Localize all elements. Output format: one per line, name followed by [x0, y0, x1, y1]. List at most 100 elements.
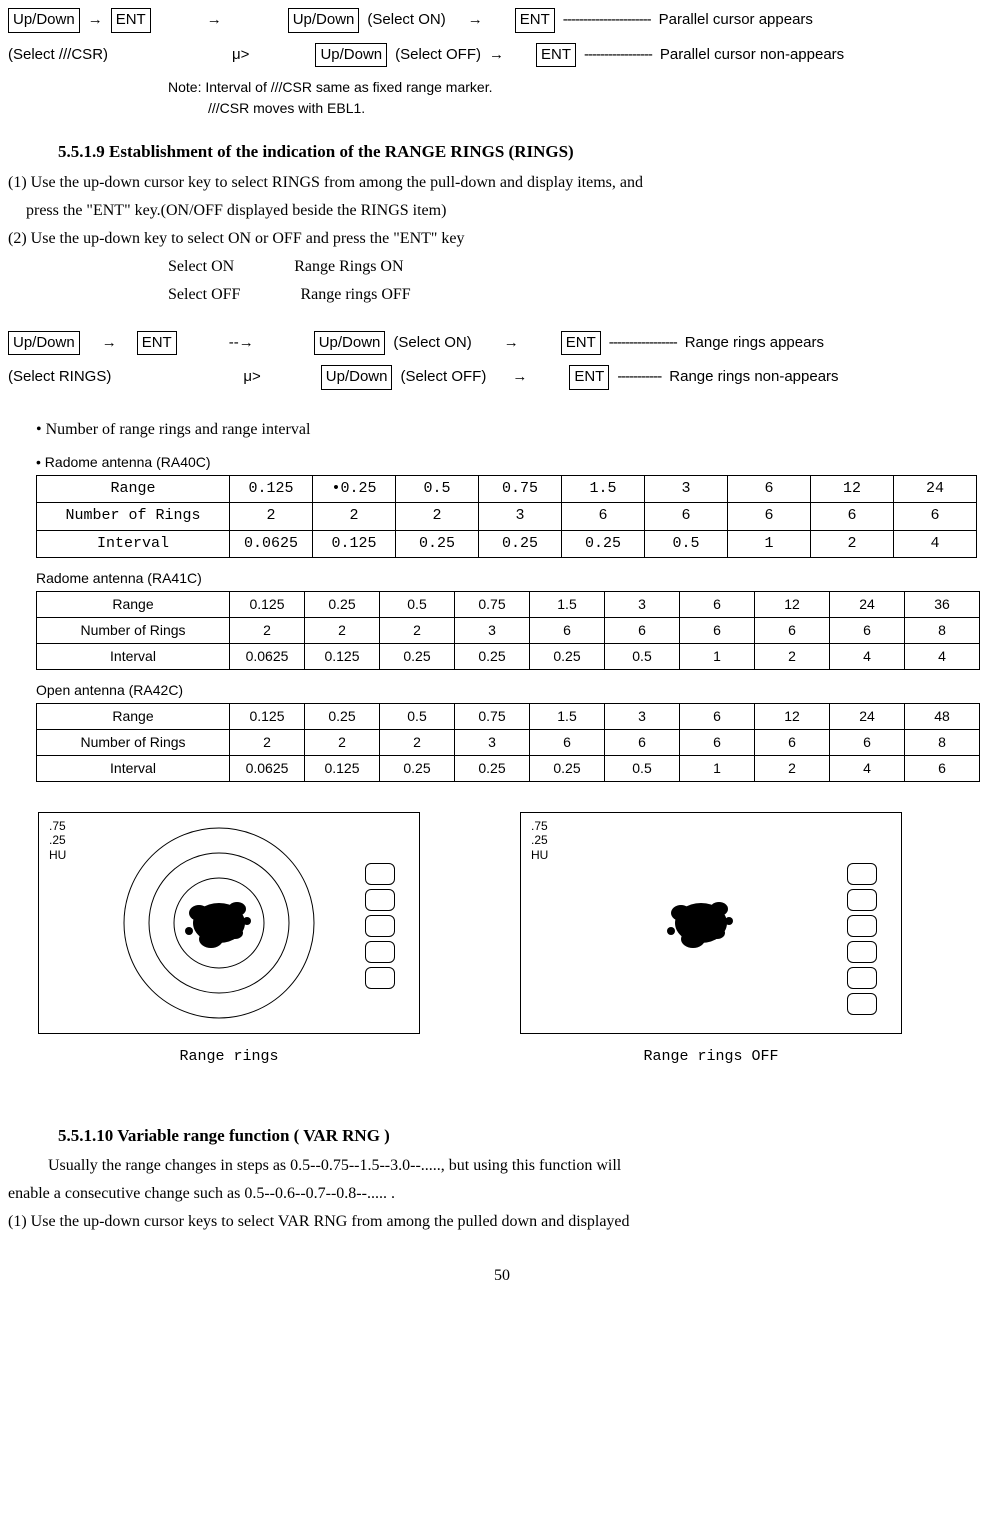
- side-widget: [847, 993, 877, 1015]
- table-cell: 4: [905, 644, 980, 670]
- table-cell: 6: [680, 730, 755, 756]
- table-cell: 0.125: [305, 756, 380, 782]
- key-ent: ENT: [111, 8, 151, 33]
- table-cell: 6: [605, 618, 680, 644]
- table-cell: 3: [605, 704, 680, 730]
- table-cell: 0.5: [605, 644, 680, 670]
- flow-csr-row2: (Select ///CSR) μ> Up/Down (Select OFF) …: [8, 43, 996, 68]
- flow-rings-row1: Up/Down → ENT --→ Up/Down (Select ON) → …: [8, 331, 996, 356]
- key-ent: ENT: [515, 8, 555, 33]
- table-cell: 0.75: [455, 704, 530, 730]
- notes: Note: Interval of ///CSR same as fixed r…: [168, 77, 996, 119]
- table-cell: 0.25: [455, 644, 530, 670]
- table-cell: 48: [905, 704, 980, 730]
- table-cell: 2: [305, 730, 380, 756]
- table-cell: Range: [37, 475, 230, 503]
- table-cell: 6: [605, 730, 680, 756]
- radar-on: .75 .25 HU: [38, 812, 420, 1034]
- table-cell: 0.25: [530, 644, 605, 670]
- table-cell: Interval: [37, 644, 230, 670]
- table-cell: 6: [830, 730, 905, 756]
- table-cell: 0.25: [562, 530, 645, 558]
- flow-csr-row1: Up/Down → ENT → Up/Down (Select ON) → EN…: [8, 8, 996, 33]
- table-cell: 0.125: [313, 530, 396, 558]
- table-cell: 2: [230, 503, 313, 531]
- caption-radar-on: Range rings: [38, 1046, 420, 1069]
- table-cell: Number of Rings: [37, 730, 230, 756]
- table-cell: 8: [905, 618, 980, 644]
- table-cell: 1.5: [530, 592, 605, 618]
- table-cell: 0.5: [605, 756, 680, 782]
- table-cell: 24: [830, 592, 905, 618]
- table-cell: 4: [894, 530, 977, 558]
- table-cell: 2: [305, 618, 380, 644]
- key-updown: Up/Down: [321, 365, 393, 390]
- key-updown: Up/Down: [8, 8, 80, 33]
- table-cell: 0.75: [479, 475, 562, 503]
- table-cell: 6: [562, 503, 645, 531]
- table-cell: 6: [645, 503, 728, 531]
- table-cell: 0.0625: [230, 530, 313, 558]
- key-updown: Up/Down: [315, 43, 387, 68]
- radar-off: .75 .25 HU: [520, 812, 902, 1034]
- key-ent: ENT: [561, 331, 601, 356]
- table-cell: 6: [811, 503, 894, 531]
- table-cell: Range: [37, 592, 230, 618]
- table-cell: 3: [605, 592, 680, 618]
- table-cell: 2: [313, 503, 396, 531]
- table-cell: 0.125: [305, 644, 380, 670]
- table-cell: 0.5: [380, 704, 455, 730]
- side-widget: [365, 863, 395, 885]
- table-cell: 0.5: [396, 475, 479, 503]
- table-cell: 0.125: [230, 475, 313, 503]
- table-cell: 2: [396, 503, 479, 531]
- side-widget: [365, 967, 395, 989]
- table-cell: 4: [830, 756, 905, 782]
- side-widget: [847, 967, 877, 989]
- table-cell: 24: [830, 704, 905, 730]
- table-cell: 0.25: [305, 704, 380, 730]
- table-cell: 0.75: [455, 592, 530, 618]
- side-widget: [847, 863, 877, 885]
- table-cell: 6: [728, 503, 811, 531]
- table-cell: 2: [380, 618, 455, 644]
- key-ent: ENT: [536, 43, 576, 68]
- table-cell: 0.25: [396, 530, 479, 558]
- table-cell: 3: [479, 503, 562, 531]
- table-cell: 6: [755, 618, 830, 644]
- table-cell: 2: [755, 756, 830, 782]
- side-widget: [847, 941, 877, 963]
- table-cell: 1: [680, 644, 755, 670]
- page-number: 50: [8, 1264, 996, 1288]
- table-cell: 6: [680, 704, 755, 730]
- radar-rings-svg: [39, 813, 419, 1033]
- table-cell: •0.25: [313, 475, 396, 503]
- table-cell: 0.0625: [230, 756, 305, 782]
- table-cell: 6: [530, 618, 605, 644]
- table-cell: 2: [755, 644, 830, 670]
- table-cell: 24: [894, 475, 977, 503]
- table-cell: 12: [811, 475, 894, 503]
- table-cell: 6: [830, 618, 905, 644]
- key-updown: Up/Down: [288, 8, 360, 33]
- bullet-ringintvl: • Number of range rings and range interv…: [36, 418, 996, 442]
- table-cell: 0.5: [380, 592, 455, 618]
- radar-diagrams: .75 .25 HU Range rings: [38, 812, 996, 1069]
- table-cell: 0.0625: [230, 644, 305, 670]
- table-cell: 6: [530, 730, 605, 756]
- table-cell: 0.25: [380, 756, 455, 782]
- side-widget: [847, 915, 877, 937]
- table-cell: 6: [894, 503, 977, 531]
- table-cell: 1: [728, 530, 811, 558]
- table-cell: Range: [37, 704, 230, 730]
- table-cell: 12: [755, 592, 830, 618]
- table-cell: 6: [680, 592, 755, 618]
- caption-ra40c: • Radome antenna (RA40C): [36, 452, 996, 473]
- flow-rings-row2: (Select RINGS) μ> Up/Down (Select OFF) →…: [8, 365, 996, 390]
- table-cell: 3: [455, 730, 530, 756]
- table-cell: 0.25: [455, 756, 530, 782]
- table-cell: 6: [728, 475, 811, 503]
- key-ent: ENT: [569, 365, 609, 390]
- table-ra40c: Range0.125•0.250.50.751.5361224Number of…: [36, 475, 977, 559]
- table-cell: 4: [830, 644, 905, 670]
